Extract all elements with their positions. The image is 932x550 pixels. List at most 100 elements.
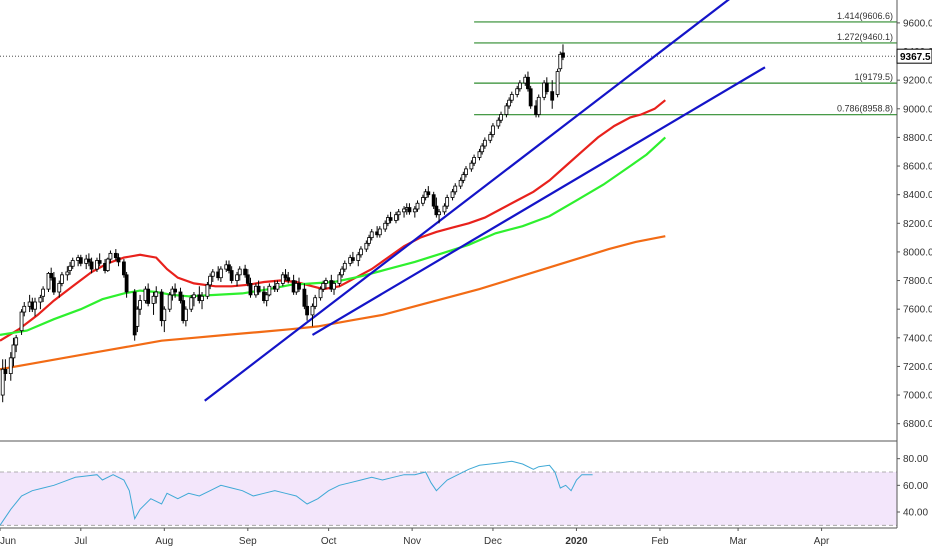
price-tick-label: 8200.0 (903, 219, 932, 230)
rsi-tick-label: 60.00 (903, 481, 928, 492)
candle-body (229, 270, 234, 281)
candle-body (369, 231, 374, 239)
candle-body (412, 208, 417, 213)
candle-body (78, 257, 83, 264)
price-tick-label: 9000.0 (903, 104, 932, 115)
candle-body (421, 197, 425, 204)
price-tick-label: 9600.0 (903, 18, 932, 29)
candle-body (464, 168, 468, 176)
candle-body (162, 308, 167, 322)
candle-body (504, 105, 509, 115)
candle-body (49, 272, 54, 279)
candle-body (318, 288, 323, 299)
time-tick-label: Aug (155, 536, 173, 547)
candle-body (135, 308, 140, 327)
time-tick-label: Mar (729, 536, 747, 547)
time-tick-label: Dec (484, 536, 502, 547)
candle-body (192, 294, 196, 299)
candle-body (313, 297, 318, 307)
candle-body (208, 275, 213, 286)
candle-body (11, 344, 16, 359)
candle-body (367, 237, 371, 244)
candle-body (536, 96, 541, 115)
price-tick-label: 8000.0 (903, 247, 932, 258)
candle-body (458, 179, 463, 187)
candle-body (394, 214, 398, 221)
candle-body (124, 274, 129, 293)
candle-body (108, 252, 113, 260)
candle-body (461, 174, 466, 181)
candle-body (469, 162, 474, 170)
candle-body (558, 53, 563, 70)
candle-body (359, 248, 363, 256)
candle-body (488, 134, 493, 141)
time-tick-label: Jun (0, 536, 16, 547)
candle-body (200, 295, 204, 301)
candle-body (41, 288, 45, 297)
candle-body (97, 260, 102, 264)
candle-body (105, 258, 110, 271)
price-tick-label: 8800.0 (903, 133, 932, 144)
candle-body (248, 283, 253, 296)
candle-body (122, 261, 126, 276)
candle-body (388, 217, 393, 221)
candle-body (8, 357, 13, 374)
rsi-line (0, 460, 593, 526)
candle-body (507, 99, 512, 107)
time-tick-label: Nov (403, 536, 421, 547)
candle-body (183, 308, 188, 322)
price-tick-label: 7400.0 (903, 333, 932, 344)
candle-body (426, 191, 431, 196)
price-tick-label: 6800.0 (903, 419, 932, 430)
candle-body (450, 191, 455, 198)
candle-body (245, 274, 250, 284)
candle-body (302, 288, 307, 307)
price-tick-label: 7200.0 (903, 362, 932, 373)
candle-body (146, 288, 151, 304)
rsi-tick-label: 40.00 (903, 508, 928, 519)
candle-body (256, 285, 261, 293)
candle-body (515, 88, 520, 95)
candle-body (442, 205, 447, 213)
candle-body (60, 274, 64, 284)
candle-body (151, 295, 156, 304)
candle-body (491, 125, 495, 135)
candle-body (509, 94, 514, 101)
candle-body (544, 82, 549, 93)
rsi-tick-label: 80.00 (903, 454, 928, 465)
candle-body (350, 257, 355, 261)
time-tick-label: Jul (74, 536, 87, 547)
rsi-band (0, 472, 897, 526)
time-tick-label: 2020 (565, 536, 588, 547)
candle-body (480, 145, 485, 153)
candle-body (297, 283, 301, 290)
price-tick-label: 8400.0 (903, 190, 932, 201)
candle-body (46, 272, 51, 290)
candle-body (264, 294, 269, 301)
candle-body (310, 305, 315, 316)
candle-body (38, 297, 43, 303)
candle-body (280, 274, 285, 284)
price-tick-label: 7800.0 (903, 276, 932, 287)
candle-body (167, 294, 172, 310)
moving-average-line (0, 235, 666, 371)
candle-body (173, 288, 177, 293)
fib-level-label: 1.272(9460.1) (837, 32, 893, 42)
time-tick-label: Feb (651, 536, 669, 547)
candle-body (364, 242, 369, 250)
candle-body (402, 208, 406, 213)
moving-average-line (0, 99, 666, 342)
candle-body (14, 337, 19, 346)
candle-body (431, 194, 436, 207)
moving-average-line (0, 136, 667, 336)
candle-body (383, 222, 388, 230)
price-tick-label: 8600.0 (903, 162, 932, 173)
candle-body (321, 283, 326, 290)
candle-body (22, 305, 27, 313)
candle-body (218, 268, 223, 279)
candle-body (445, 197, 450, 207)
candle-body (415, 202, 420, 210)
